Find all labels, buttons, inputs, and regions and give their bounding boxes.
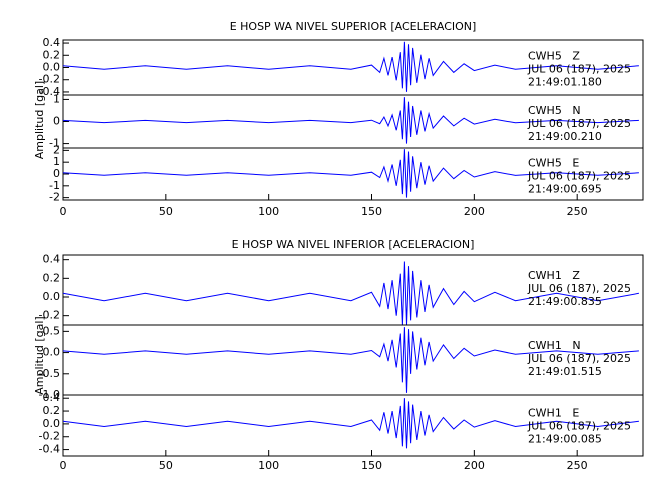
waveform: [62, 149, 639, 198]
waveform: [62, 327, 639, 393]
x-tick-label: 250: [567, 205, 588, 218]
y-tick-label: 0: [53, 167, 60, 180]
y-tick-label: -2: [49, 191, 60, 204]
x-tick-label: 0: [60, 459, 67, 472]
date-label: JUL 06 (187), 2025: [527, 419, 631, 432]
station-label: CWH1 E: [528, 406, 579, 419]
y-tick-label: -0.4: [39, 443, 60, 456]
y-axis-label: Amplitud [gal]: [33, 81, 46, 159]
station-label: CWH5 Z: [528, 50, 580, 63]
waveform: [62, 97, 639, 144]
time-label: 21:49:01.180: [528, 76, 602, 89]
y-tick-label: -0.2: [39, 309, 60, 322]
y-tick-label: 0.4: [43, 36, 61, 49]
y-tick-label: 0.2: [43, 48, 61, 61]
x-tick-label: 0: [60, 205, 67, 218]
y-tick-label: -0.5: [39, 367, 60, 380]
station-label: CWH1 N: [528, 339, 581, 352]
chart-title: E HOSP WA NIVEL SUPERIOR [ACELERACION]: [230, 20, 477, 33]
y-tick-label: 0: [53, 115, 60, 128]
y-tick-label: 1: [53, 155, 60, 168]
y-tick-label: 0.5: [43, 324, 61, 337]
x-tick-label: 150: [361, 205, 382, 218]
y-tick-label: 2: [53, 143, 60, 156]
x-tick-label: 150: [361, 459, 382, 472]
y-tick-label: 0.0: [43, 346, 61, 359]
x-tick-label: 50: [159, 205, 173, 218]
time-label: 21:49:00.210: [528, 130, 602, 143]
y-tick-label: 0.2: [43, 404, 61, 417]
station-label: CWH5 N: [528, 104, 581, 117]
x-tick-label: 100: [258, 205, 279, 218]
waveform: [62, 398, 639, 449]
date-label: JUL 06 (187), 2025: [527, 282, 631, 295]
station-label: CWH5 E: [528, 157, 579, 170]
y-tick-label: -1.0: [39, 388, 60, 401]
y-tick-label: -0.2: [39, 430, 60, 443]
y-tick-label: 0.4: [43, 253, 61, 266]
y-tick-label: -1: [49, 179, 60, 192]
y-tick-label: 0.2: [43, 271, 61, 284]
y-tick-label: 0.0: [43, 290, 61, 303]
time-label: 21:49:00.695: [528, 183, 602, 196]
x-tick-label: 250: [567, 459, 588, 472]
y-tick-label: 0.4: [43, 391, 61, 404]
date-label: JUL 06 (187), 2025: [527, 170, 631, 183]
y-tick-label: -0.4: [39, 85, 60, 98]
x-tick-label: 200: [464, 205, 485, 218]
date-label: JUL 06 (187), 2025: [527, 117, 631, 130]
y-tick-label: 0.0: [43, 61, 61, 74]
time-label: 21:49:00.835: [528, 295, 602, 308]
waveform: [62, 41, 639, 92]
chart-title: E HOSP WA NIVEL INFERIOR [ACELERACION]: [232, 238, 475, 251]
time-label: 21:49:00.085: [528, 432, 602, 445]
y-tick-label: 1: [53, 92, 60, 105]
y-axis-label: Amplitud [gal]: [33, 316, 46, 394]
date-label: JUL 06 (187), 2025: [527, 63, 631, 76]
panel-frame: [62, 394, 644, 457]
y-tick-label: -0.2: [39, 73, 60, 86]
date-label: JUL 06 (187), 2025: [527, 352, 631, 365]
x-tick-label: 200: [464, 459, 485, 472]
time-label: 21:49:01.515: [528, 365, 602, 378]
y-tick-label: 0.0: [43, 417, 61, 430]
x-tick-label: 100: [258, 459, 279, 472]
station-label: CWH1 Z: [528, 269, 580, 282]
y-tick-label: -1: [49, 137, 60, 150]
x-tick-label: 50: [159, 459, 173, 472]
